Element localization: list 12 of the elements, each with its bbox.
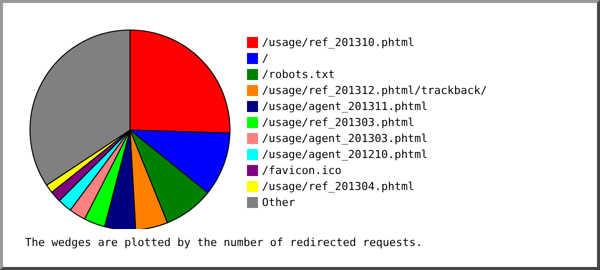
- text: The wedges are plotted by the number of redirected requests.: [25, 236, 422, 249]
- legend-label: /usage/agent_201210.phtml: [262, 148, 428, 161]
- legend-label: /: [262, 52, 269, 65]
- legend-label: /usage/ref_201312.phtml/trackback/: [262, 84, 488, 97]
- legend-label: /usage/ref_201310.phtml: [262, 36, 414, 49]
- legend-label: /favicon.ico: [262, 164, 342, 177]
- legend-label: /usage/ref_201304.phtml: [262, 180, 414, 193]
- legend-label: /usage/ref_201303.phtml: [262, 116, 414, 129]
- legend-label: /usage/agent_201303.phtml: [262, 132, 428, 145]
- legend-label: /usage/agent_201311.phtml: [262, 100, 428, 113]
- legend-label: Other: [262, 196, 296, 209]
- legend-label: /robots.txt: [262, 68, 335, 81]
